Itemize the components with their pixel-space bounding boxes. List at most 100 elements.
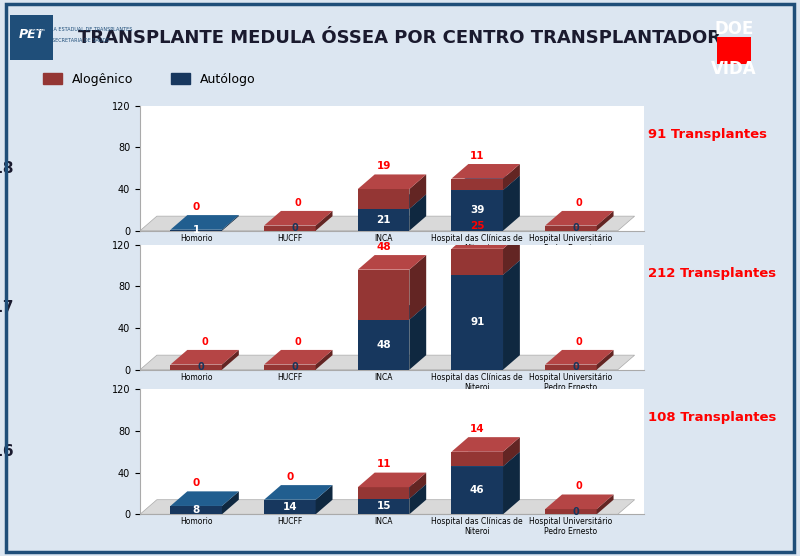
Text: 14: 14: [470, 424, 485, 434]
Text: VIDA: VIDA: [711, 61, 757, 78]
Polygon shape: [451, 451, 503, 466]
Polygon shape: [451, 275, 503, 370]
Text: 8: 8: [193, 505, 200, 515]
Polygon shape: [222, 215, 239, 231]
Polygon shape: [358, 320, 410, 370]
Polygon shape: [316, 350, 333, 370]
Bar: [717, 37, 751, 64]
Polygon shape: [264, 350, 333, 365]
Polygon shape: [451, 260, 520, 275]
Polygon shape: [264, 365, 316, 370]
Text: 108 Transplantes: 108 Transplantes: [648, 411, 776, 424]
Polygon shape: [410, 255, 426, 320]
Text: 11: 11: [376, 459, 391, 469]
Polygon shape: [140, 355, 634, 370]
Polygon shape: [503, 451, 520, 514]
Polygon shape: [358, 499, 410, 514]
Polygon shape: [358, 484, 426, 499]
Polygon shape: [451, 190, 503, 231]
Text: 91: 91: [470, 317, 485, 327]
Text: PROGRAMA ESTADUAL DE TRANSPLANTES: PROGRAMA ESTADUAL DE TRANSPLANTES: [29, 27, 133, 32]
Polygon shape: [503, 437, 520, 466]
Polygon shape: [264, 500, 316, 514]
Text: 0: 0: [193, 202, 200, 212]
Text: 1: 1: [193, 225, 200, 235]
Polygon shape: [170, 215, 239, 230]
Text: Jun/2018: Jun/2018: [0, 161, 14, 176]
Text: PET: PET: [18, 28, 45, 41]
Text: 21: 21: [376, 215, 391, 225]
Polygon shape: [451, 176, 520, 190]
Polygon shape: [264, 211, 333, 226]
Text: 39: 39: [470, 205, 485, 215]
Text: 0: 0: [573, 507, 579, 517]
Polygon shape: [451, 178, 503, 190]
Polygon shape: [451, 451, 520, 466]
Text: 46: 46: [470, 485, 485, 495]
Text: 0: 0: [576, 198, 582, 208]
Polygon shape: [170, 365, 222, 370]
Polygon shape: [451, 234, 520, 249]
Polygon shape: [170, 506, 222, 514]
Polygon shape: [503, 234, 520, 275]
Polygon shape: [170, 350, 239, 365]
Polygon shape: [545, 350, 614, 365]
Legend: Alogênico, Autólogo: Alogênico, Autólogo: [38, 68, 260, 91]
Text: 19: 19: [376, 161, 390, 171]
Polygon shape: [451, 437, 520, 451]
Bar: [10, 15, 53, 60]
Polygon shape: [545, 211, 614, 226]
Polygon shape: [358, 255, 426, 270]
Text: 0: 0: [193, 478, 200, 488]
Polygon shape: [140, 500, 634, 514]
Text: 14: 14: [282, 502, 298, 512]
Polygon shape: [264, 226, 316, 231]
Polygon shape: [264, 485, 333, 500]
Polygon shape: [222, 492, 239, 514]
Text: 25: 25: [470, 221, 485, 231]
Polygon shape: [410, 473, 426, 499]
Polygon shape: [410, 484, 426, 514]
Polygon shape: [597, 494, 614, 514]
Text: DOE: DOE: [714, 20, 754, 38]
Polygon shape: [451, 466, 503, 514]
Polygon shape: [451, 164, 520, 178]
Polygon shape: [358, 175, 426, 189]
Polygon shape: [316, 211, 333, 231]
Polygon shape: [222, 350, 239, 370]
Text: 2017: 2017: [0, 300, 14, 315]
Polygon shape: [316, 485, 333, 514]
Polygon shape: [358, 473, 426, 487]
Polygon shape: [503, 260, 520, 370]
Polygon shape: [358, 209, 410, 231]
Polygon shape: [545, 509, 597, 514]
Polygon shape: [358, 305, 426, 320]
Polygon shape: [358, 194, 426, 209]
Text: 0: 0: [576, 481, 582, 492]
Polygon shape: [545, 365, 597, 370]
Text: TRANSPLANTE MEDULA ÓSSEA POR CENTRO TRANSPLANTADOR: TRANSPLANTE MEDULA ÓSSEA POR CENTRO TRAN…: [78, 28, 722, 47]
Polygon shape: [545, 494, 614, 509]
Text: 48: 48: [376, 242, 391, 252]
Text: 91 Transplantes: 91 Transplantes: [648, 128, 767, 141]
Polygon shape: [503, 164, 520, 190]
Polygon shape: [170, 492, 239, 506]
Text: 0: 0: [573, 362, 579, 372]
Polygon shape: [597, 350, 614, 370]
Polygon shape: [410, 194, 426, 231]
Text: 0: 0: [286, 472, 294, 482]
Polygon shape: [545, 226, 597, 231]
Polygon shape: [451, 249, 503, 275]
Text: 0: 0: [198, 362, 205, 372]
Text: 11: 11: [470, 151, 485, 161]
Text: 0: 0: [573, 223, 579, 233]
Text: 48: 48: [376, 340, 391, 350]
Text: 2016: 2016: [0, 444, 14, 459]
Polygon shape: [140, 216, 634, 231]
Text: SECRETARIA DE SAÚDE: SECRETARIA DE SAÚDE: [52, 38, 110, 43]
Polygon shape: [503, 176, 520, 231]
Polygon shape: [358, 270, 410, 320]
Text: 212 Transplantes: 212 Transplantes: [648, 267, 776, 280]
Polygon shape: [410, 305, 426, 370]
Polygon shape: [358, 487, 410, 499]
